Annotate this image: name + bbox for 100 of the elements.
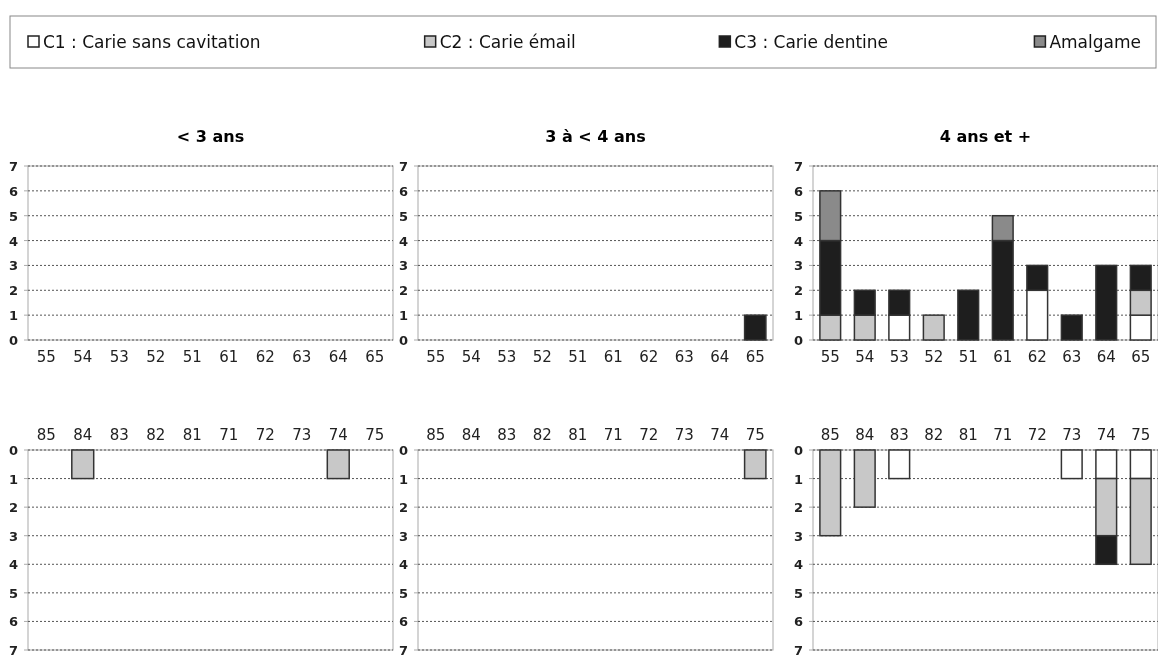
y-tick-label: 2 bbox=[793, 283, 803, 299]
x-tick-label: 85 bbox=[36, 426, 56, 444]
x-tick-label: 55 bbox=[426, 348, 446, 366]
chart-title: < 3 ans bbox=[176, 127, 245, 146]
x-tick-label: 73 bbox=[292, 426, 312, 444]
x-tick-label: 84 bbox=[461, 426, 481, 444]
x-tick-label: 72 bbox=[639, 426, 659, 444]
y-tick-label: 7 bbox=[398, 159, 408, 174]
bar bbox=[888, 449, 911, 480]
y-tick-label: 4 bbox=[8, 233, 18, 249]
x-tick-label: 51 bbox=[568, 348, 588, 366]
y-tick-label: 4 bbox=[793, 233, 803, 249]
x-tick-label: 51 bbox=[958, 348, 978, 366]
y-tick-label: 0 bbox=[8, 443, 18, 458]
x-tick-label: 51 bbox=[182, 348, 202, 366]
x-tick-label: 62 bbox=[1027, 348, 1047, 366]
x-tick-label: 73 bbox=[1062, 426, 1082, 444]
x-tick-label: 65 bbox=[365, 348, 385, 366]
y-tick-label: 5 bbox=[398, 208, 408, 224]
y-tick-label: 3 bbox=[793, 528, 803, 544]
x-tick-label: 62 bbox=[255, 348, 275, 366]
x-tick-label: 75 bbox=[745, 426, 765, 444]
y-tick-label: 6 bbox=[8, 183, 18, 199]
y-tick-label: 7 bbox=[8, 643, 18, 658]
bar bbox=[1060, 314, 1083, 341]
x-tick-label: 81 bbox=[958, 426, 978, 444]
y-tick-label: 7 bbox=[398, 643, 408, 658]
y-tick-label: 1 bbox=[398, 471, 408, 487]
y-tick-label: 3 bbox=[8, 528, 18, 544]
legend-label: C3 : Carie dentine bbox=[734, 32, 889, 52]
x-tick-label: 63 bbox=[292, 348, 312, 366]
x-tick-label: 54 bbox=[461, 348, 481, 366]
y-tick-label: 3 bbox=[398, 528, 408, 544]
y-tick-label: 1 bbox=[793, 471, 803, 487]
x-tick-label: 65 bbox=[745, 348, 765, 366]
y-tick-label: 5 bbox=[793, 208, 803, 224]
x-tick-label: 65 bbox=[1131, 348, 1151, 366]
y-tick-label: 0 bbox=[8, 333, 18, 348]
x-tick-label: 73 bbox=[674, 426, 694, 444]
y-tick-label: 1 bbox=[793, 308, 803, 324]
x-tick-label: 72 bbox=[1027, 426, 1047, 444]
y-tick-label: 3 bbox=[8, 258, 18, 274]
y-tick-label: 0 bbox=[398, 333, 408, 348]
x-tick-label: 62 bbox=[639, 348, 659, 366]
x-tick-label: 61 bbox=[603, 348, 623, 366]
bar bbox=[853, 449, 876, 508]
y-tick-label: 3 bbox=[398, 258, 408, 274]
bar bbox=[957, 289, 980, 341]
x-tick-label: 53 bbox=[109, 348, 129, 366]
chart-title: 3 à < 4 ans bbox=[545, 127, 646, 146]
bar bbox=[1095, 264, 1118, 341]
x-tick-label: 63 bbox=[674, 348, 694, 366]
x-tick-label: 61 bbox=[219, 348, 239, 366]
y-tick-label: 2 bbox=[8, 283, 18, 299]
y-tick-label: 2 bbox=[793, 500, 803, 516]
bar bbox=[1060, 449, 1083, 480]
x-tick-label: 74 bbox=[710, 426, 730, 444]
y-tick-label: 6 bbox=[8, 614, 18, 630]
x-tick-label: 55 bbox=[36, 348, 56, 366]
x-tick-label: 82 bbox=[146, 426, 166, 444]
y-tick-label: 5 bbox=[8, 585, 18, 601]
x-tick-label: 71 bbox=[219, 426, 239, 444]
y-tick-label: 1 bbox=[8, 471, 18, 487]
x-tick-label: 75 bbox=[365, 426, 385, 444]
y-tick-label: 6 bbox=[793, 614, 803, 630]
chart-title: 4 ans et + bbox=[939, 127, 1032, 146]
x-tick-label: 83 bbox=[497, 426, 517, 444]
legend-label: Amalgame bbox=[1049, 32, 1141, 52]
bar bbox=[922, 314, 945, 341]
x-tick-label: 54 bbox=[855, 348, 875, 366]
y-tick-label: 2 bbox=[398, 500, 408, 516]
x-tick-label: 83 bbox=[889, 426, 909, 444]
y-tick-label: 5 bbox=[8, 208, 18, 224]
bar bbox=[819, 449, 842, 537]
y-tick-label: 1 bbox=[398, 308, 408, 324]
y-tick-label: 4 bbox=[793, 557, 803, 573]
x-tick-label: 81 bbox=[182, 426, 202, 444]
y-tick-label: 2 bbox=[8, 500, 18, 516]
y-tick-label: 7 bbox=[793, 643, 803, 658]
y-tick-label: 6 bbox=[398, 183, 408, 199]
y-tick-label: 0 bbox=[793, 333, 803, 348]
x-tick-label: 52 bbox=[532, 348, 552, 366]
y-tick-label: 4 bbox=[398, 557, 408, 573]
legend-label: C1 : Carie sans cavitation bbox=[43, 32, 261, 52]
x-tick-label: 53 bbox=[497, 348, 517, 366]
x-tick-label: 55 bbox=[820, 348, 840, 366]
x-tick-label: 64 bbox=[328, 348, 348, 366]
y-tick-label: 0 bbox=[793, 443, 803, 458]
y-tick-label: 7 bbox=[793, 159, 803, 174]
y-tick-label: 0 bbox=[398, 443, 408, 458]
x-tick-label: 72 bbox=[255, 426, 275, 444]
y-tick-label: 5 bbox=[398, 585, 408, 601]
x-tick-label: 75 bbox=[1131, 426, 1151, 444]
x-tick-label: 64 bbox=[710, 348, 730, 366]
x-tick-label: 85 bbox=[820, 426, 840, 444]
y-tick-label: 7 bbox=[8, 159, 18, 174]
y-tick-label: 2 bbox=[398, 283, 408, 299]
x-tick-label: 84 bbox=[855, 426, 875, 444]
x-tick-label: 71 bbox=[603, 426, 623, 444]
x-tick-label: 64 bbox=[1096, 348, 1116, 366]
